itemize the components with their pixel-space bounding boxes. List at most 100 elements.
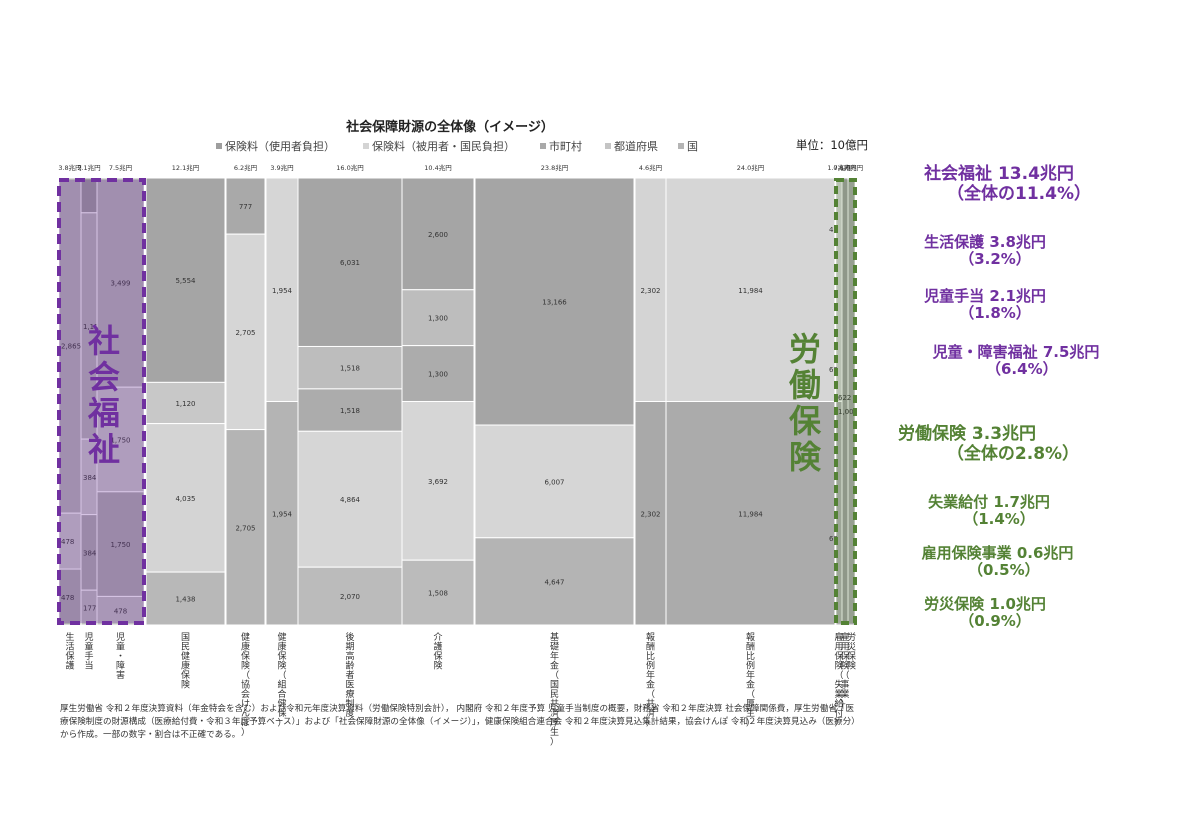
labor-insurance-highlight: [834, 178, 857, 625]
category-label-char: 保: [847, 650, 856, 662]
category-label-char: （: [277, 670, 286, 681]
bar-segment: [401, 401, 475, 561]
category-label-char: 給: [834, 698, 843, 710]
category-label-char: 高: [345, 650, 354, 662]
category-label-char: ・: [116, 652, 125, 662]
chart-title: 社会保障財源の全体像（イメージ）: [345, 119, 554, 135]
category-label-char: 活: [65, 641, 74, 653]
bar-segment: [96, 177, 145, 388]
data-label: 2,070: [340, 593, 360, 601]
category-label-char: 国: [181, 632, 190, 643]
bar-segment: [634, 401, 667, 626]
category-label-char: （: [646, 689, 655, 700]
bar-segment: [145, 423, 226, 573]
category-label-char: 制: [345, 698, 354, 710]
bar-segment: [145, 381, 226, 425]
data-label: 1,120: [175, 400, 195, 408]
data-label: 1,750: [110, 541, 130, 549]
category-label-char: （: [840, 670, 849, 681]
category-label-char: 用: [840, 642, 849, 653]
side-unemployment-line1: 失業給付 1.7兆円: [928, 493, 1050, 511]
category-label-char: 年: [550, 650, 559, 662]
category-label-char: 業: [840, 688, 849, 700]
category-label-char: 護: [65, 660, 74, 672]
data-label: 2,600: [428, 231, 448, 239]
extra-value-label: 1,00: [838, 408, 854, 416]
data-label: 6,007: [544, 478, 564, 486]
bar-segment: [225, 233, 266, 431]
category-label-char: 労: [847, 631, 856, 643]
category-label-char: 度: [345, 707, 354, 719]
column-total-label: 16.0兆円: [336, 163, 363, 172]
column-total-label: 23.8兆円: [541, 163, 568, 172]
category-label-char: 険: [847, 661, 856, 672]
legend-swatch: [216, 143, 222, 149]
data-label: 478: [114, 608, 127, 616]
side-labor-total-line2: （全体の2.8%）: [946, 443, 1080, 464]
column-total-label: 0.6兆円: [833, 163, 856, 172]
category-label-char: 康: [277, 641, 286, 653]
category-label-char: 協: [241, 679, 250, 691]
bar-segment: [474, 424, 635, 539]
data-label: 5,554: [175, 277, 196, 285]
category-label-char: 手: [84, 650, 93, 662]
legend-label: 国: [687, 140, 698, 153]
side-unemployment: 失業給付 1.7兆円 （1.4%）: [914, 493, 1064, 529]
bar-segment: [297, 566, 403, 626]
category-label-char: 厚: [746, 699, 755, 710]
category-label-char: 共: [550, 699, 559, 710]
side-child-disability-line1: 児童・障害福祉 7.5兆円: [932, 343, 1100, 361]
category-label-char: 当: [84, 660, 93, 672]
extra-value-label: 41: [829, 226, 838, 234]
category-label-char: 年: [746, 669, 755, 681]
side-child-disability-line2: （6.4%）: [986, 360, 1058, 379]
group-label-labor-char: 保: [789, 402, 822, 440]
column-total-label: 1.7兆円: [827, 163, 850, 172]
category-label-char: 障: [116, 660, 125, 672]
extra-value-labels: 41 62 622 1,00 62: [829, 226, 854, 543]
side-child-allowance-line1: 児童手当 2.1兆円: [924, 287, 1046, 305]
category-label-char: 災: [847, 642, 856, 653]
category-label-char: 比: [646, 650, 655, 662]
side-social-total-line2: （全体の11.4%）: [947, 183, 1091, 204]
category-label-char: ）: [241, 727, 250, 738]
category-label-char: 険: [181, 680, 190, 691]
data-label: 2,302: [640, 287, 660, 295]
data-label: 13,166: [542, 299, 567, 307]
category-label-char: 済: [550, 707, 559, 719]
data-label: 1,518: [340, 407, 360, 415]
data-label: 2,705: [235, 524, 255, 532]
legend-swatch: [605, 143, 611, 149]
category-label-char: 保: [65, 650, 74, 662]
bar-segment: [665, 401, 836, 626]
side-employment-projects-line2: （0.5%）: [968, 561, 1040, 580]
category-label-char: ）: [277, 718, 286, 729]
data-label: 11,984: [738, 510, 763, 518]
side-workers-comp-line2: （0.9%）: [959, 612, 1031, 631]
category-label-char: 合: [277, 688, 286, 700]
column-total-label: 12.1兆円: [172, 163, 199, 172]
category-label-char: 保: [834, 650, 843, 662]
category-label-char: （: [550, 670, 559, 681]
group-label-labor-char: 険: [789, 438, 822, 476]
bar-segment: [297, 430, 403, 568]
source-footnote: 厚生労働省 令和２年度決算資料（年金特会を含む）および令和元年度決算資料（労働保…: [60, 704, 860, 740]
bar-segment: [401, 559, 475, 626]
bar-segment: [225, 429, 266, 626]
data-label: 1,518: [340, 365, 360, 373]
category-label-char: 金: [746, 679, 755, 691]
data-label: 1,300: [428, 371, 448, 379]
legend-label: 保険料（被用者・国民負担）: [372, 139, 515, 153]
category-label-char: 基: [550, 631, 559, 643]
category-label-char: 生: [746, 707, 755, 719]
group-label-social-char: 会: [88, 358, 120, 396]
category-label-char: ）: [550, 737, 559, 748]
category-label-char: 保: [181, 669, 190, 681]
category-label-char: 礎: [550, 641, 559, 653]
bar-segment: [225, 177, 266, 235]
bars: 2,865 478 478 1,150 384 384 177 3,499 1,750 1,750…: [58, 177, 856, 626]
category-label-char: 険: [840, 661, 849, 672]
category-label-char: 童: [116, 641, 125, 653]
category-label-char: （: [241, 670, 250, 681]
